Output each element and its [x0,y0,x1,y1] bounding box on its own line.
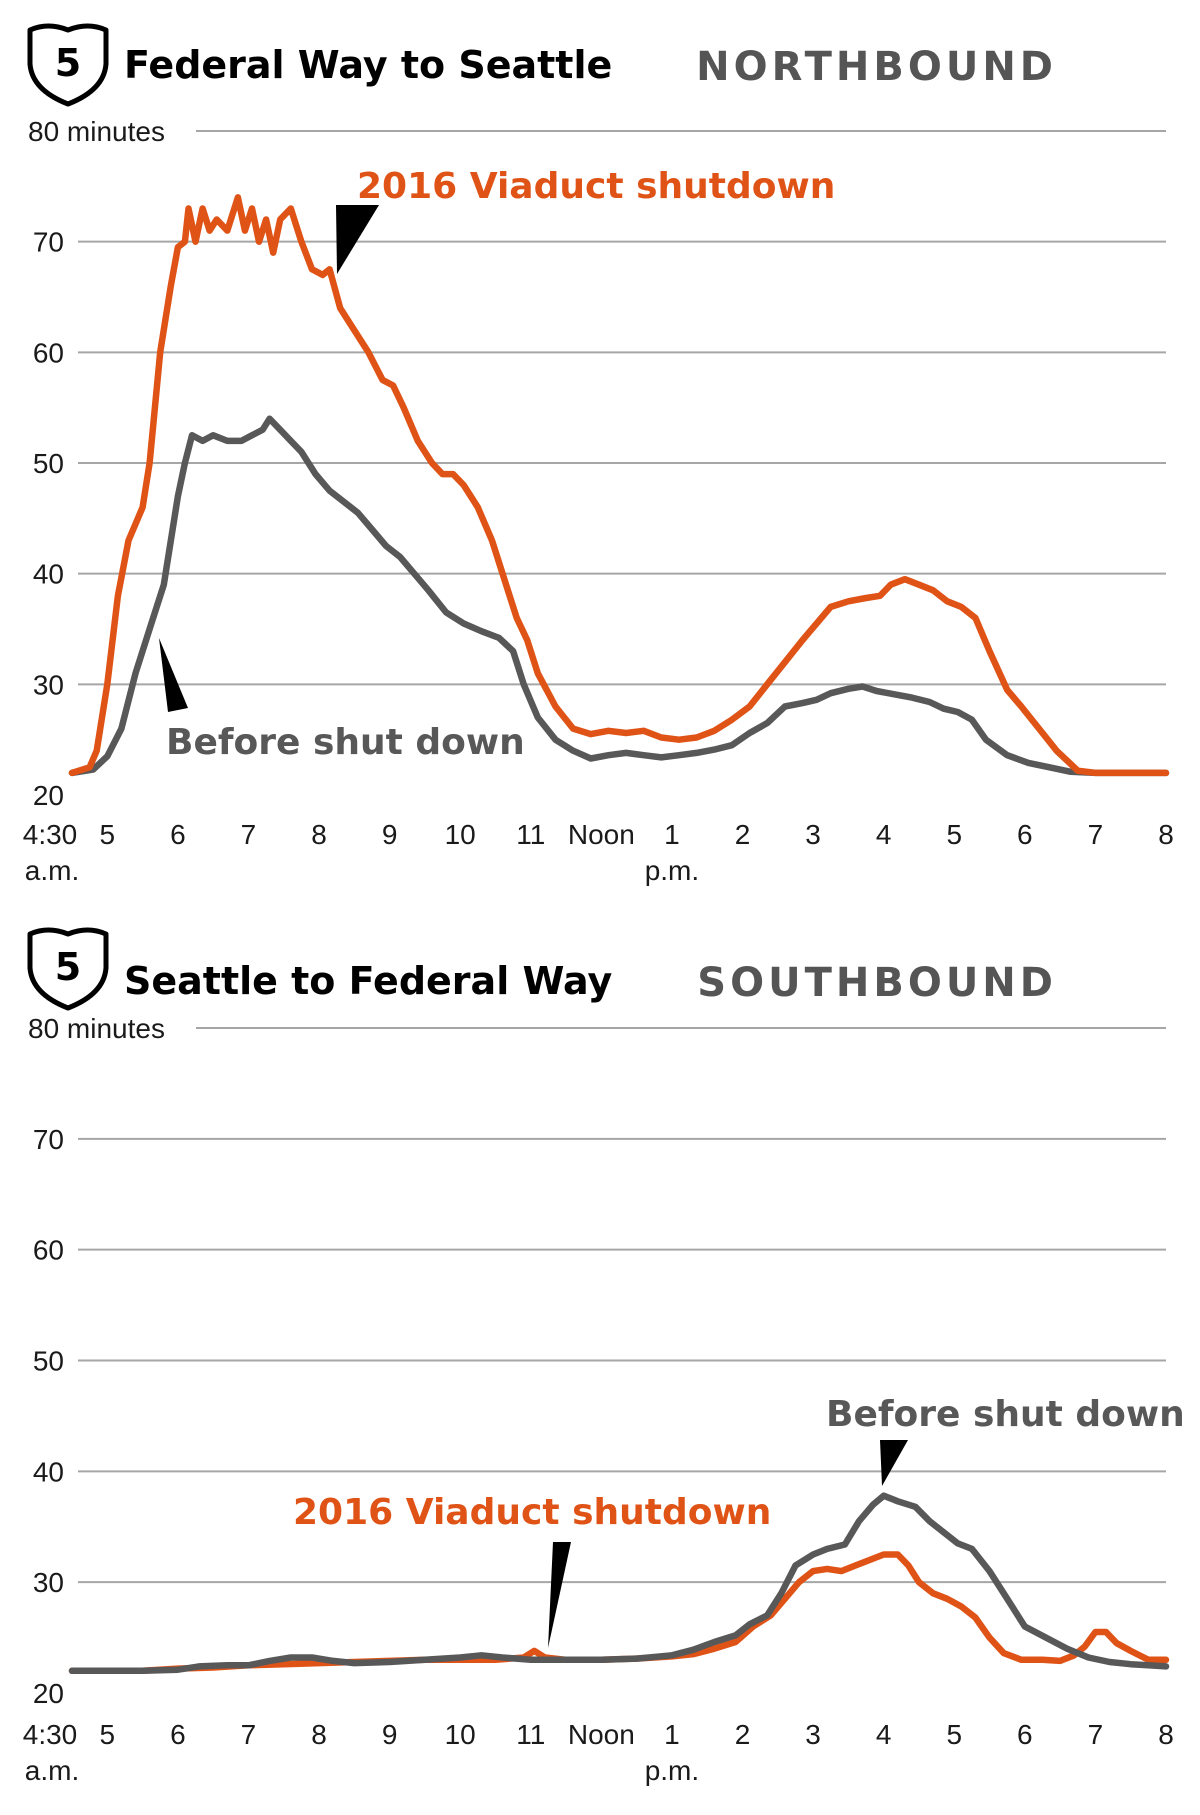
series-line-before [68,1492,1170,1675]
annotation-before-label: Before shut down [166,722,525,763]
x-tick-label: 5 [946,1719,962,1750]
annotation-before-label: Before shut down [826,1394,1185,1435]
x-tick-label: 2 [735,1719,751,1750]
shield-outline [27,23,109,107]
am-label: a.m. [25,855,79,886]
x-tick-label: 11 [516,1719,545,1750]
y-tick-label: 70 [33,227,64,258]
annotation-shutdown-label: 2016 Viaduct shutdown [357,166,835,207]
annotation-pointer-before [159,638,188,712]
x-tick-label: 7 [241,1719,257,1750]
x-tick-label: 5 [946,819,962,850]
pm-label: p.m. [645,855,699,886]
x-tick-label: 6 [1017,819,1033,850]
y-tick-label: 50 [33,1346,64,1377]
pm-label: p.m. [645,1755,699,1786]
x-tick-label: 10 [445,819,476,850]
x-tick-label: 4:30 [23,1719,78,1750]
annotation-pointer-before [880,1440,908,1486]
x-tick-label: 2 [735,819,751,850]
gridlines [78,130,1166,686]
shield-outline [27,927,109,1011]
annotation-shutdown-label: 2016 Viaduct shutdown [293,1492,771,1533]
x-tick-label: 4:30 [23,819,78,850]
x-tick-label: 8 [311,819,327,850]
x-tick-label: 1 [664,1719,680,1750]
x-tick-label: 5 [100,819,116,850]
annotation-pointer-shutdown [336,205,379,274]
y-tick-label: 50 [33,448,64,479]
chart-title: Seattle to Federal Way [124,959,612,1003]
chart-southbound: 5 Seattle to Federal Way SOUTHBOUND 80 minu… [23,927,1185,1786]
gridlines [78,1027,1166,1584]
y-tick-label: 60 [33,1235,64,1266]
x-tick-label: 8 [311,1719,327,1750]
x-tick-label: Noon [568,1719,635,1750]
x-tick-label: 10 [445,1719,476,1750]
shield-number: 5 [55,41,81,85]
y-tick-label: 60 [33,337,64,368]
x-tick-label: 8 [1158,1719,1174,1750]
y-tick-label: 40 [33,559,64,590]
y-axis-top-label: 80 minutes [28,116,165,147]
am-label: a.m. [25,1755,79,1786]
x-tick-label: 11 [516,819,545,850]
x-tick-label: 6 [170,1719,186,1750]
x-tick-label: 6 [170,819,186,850]
y-tick-label: 30 [33,669,64,700]
x-tick-label: 9 [382,1719,398,1750]
y-tick-label: 70 [33,1124,64,1155]
series-line-shutdown [68,194,1170,777]
x-tick-label: 5 [100,1719,116,1750]
y-axis-top-label: 80 minutes [28,1013,165,1044]
y-tick-label: 30 [33,1567,64,1598]
shield-number: 5 [55,945,81,989]
chart-title: Federal Way to Seattle [124,43,612,87]
x-tick-label: Noon [568,819,635,850]
direction-label: SOUTHBOUND [697,960,1057,1006]
x-tick-label: 1 [664,819,680,850]
chart-northbound: 5 Federal Way to Seattle NORTHBOUND 80 minu… [23,23,1174,886]
y-tick-label: 20 [33,780,64,811]
x-tick-label: 7 [1088,819,1104,850]
y-tick-label: 20 [33,1678,64,1709]
interstate-5-shield-icon: 5 [27,927,109,1011]
direction-label: NORTHBOUND [696,44,1057,90]
series-line-before [68,415,1170,777]
x-tick-label: 4 [876,1719,892,1750]
x-tick-label: 3 [805,1719,821,1750]
x-tick-label: 3 [805,819,821,850]
x-tick-label: 4 [876,819,892,850]
x-tick-label: 9 [382,819,398,850]
x-tick-label: 8 [1158,819,1174,850]
series-line-shutdown [68,1551,1170,1675]
interstate-5-shield-icon: 5 [27,23,109,107]
x-tick-label: 7 [1088,1719,1104,1750]
x-tick-label: 6 [1017,1719,1033,1750]
y-tick-label: 40 [33,1456,64,1487]
x-tick-label: 7 [241,819,257,850]
annotation-pointer-shutdown [548,1542,571,1648]
